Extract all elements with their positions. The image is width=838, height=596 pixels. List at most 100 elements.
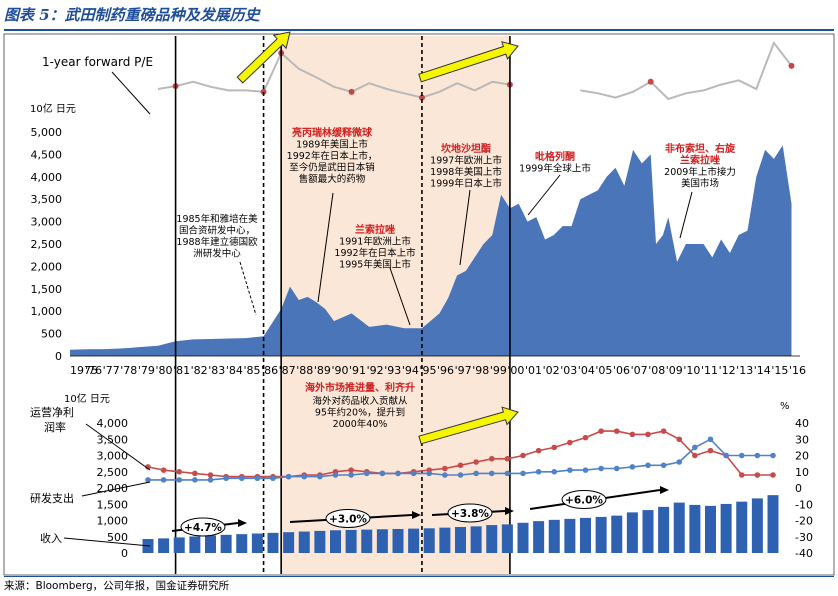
margin-point-21 [473,459,479,465]
note-title: 海外市场推进量、利齐升 [305,381,415,394]
annotation-pointer-2 [389,267,411,326]
margin-point-3 [192,470,198,477]
annotation-line-a2-1: 1992年在日本上市， [287,150,378,162]
rd-label: 研发支出 [30,491,74,505]
margin-point-4 [207,472,214,478]
area-ytick-3: 1,500 [31,283,63,296]
annotation-line-a2-3: 售额最大的药物 [299,173,366,185]
margin-point-40 [770,472,776,478]
rd-point-34 [676,459,683,465]
revenue-bar-1991 [392,528,404,553]
annotation-pointer-0 [239,261,257,316]
bottom-y2tick-2: -20 [795,515,813,528]
area-xtick-18: '93 [384,364,401,377]
growth-arrow-1 [236,31,291,84]
bottom-ytick-3: 1,500 [97,498,129,511]
margin-point-29 [598,428,604,434]
market-cap-area [70,145,792,356]
bottom-ytick-0: 0 [121,547,128,560]
annotation-line-a1-2: 1988年建立德国欧 [176,236,258,248]
bottom-ytick-8: 4,000 [97,417,129,430]
annotation-pointer-1 [317,192,334,303]
area-xtick-38: '13 [736,364,753,377]
cagr-arrowhead-1 [412,511,421,519]
area-xtick-40: '15 [771,364,788,377]
annotation-line-a5-0: 1999年全球上市 [519,163,591,175]
revenue-panel: 10亿 日元% 0 500 1,000 1,500 2,000 2,500 3,000 3,50… [30,381,813,560]
revenue-bar-2003 [580,517,591,553]
margin-point-33 [660,428,667,434]
margin-point-23 [504,455,511,462]
annotation-title-a3: 兰索拉唑 [355,223,395,236]
rd-point-11 [317,473,323,480]
margin-point-19 [442,465,448,472]
area-xtick-5: '80 [155,364,172,377]
area-xtick-20: '95 [419,364,436,377]
note-line-2: 2000年40% [333,418,388,430]
revenue-bar-1980 [220,534,232,553]
area-unit-label: 10亿 日元 [30,102,76,115]
revenue-label: 收入 [40,531,62,545]
bottom-ytick-2: 1,000 [97,515,129,528]
area-xtick-24: '99 [490,364,507,377]
revenue-bar-2011 [705,505,716,553]
bottom-ytick-4: 2,000 [97,482,129,495]
figure-header: 图表 5：武田制药重磅品种及发展历史 [4,3,834,31]
revenue-bar-1988 [345,529,357,553]
annotation-pointer-4 [527,174,561,216]
revenue-bar-1979 [205,535,216,553]
area-xtick-33: '08 [648,364,665,377]
area-xtick-39: '14 [754,364,771,377]
margin-point-1 [160,467,167,473]
rd-point-15 [379,470,386,477]
note-line-1: 95年约20%，提升到 [315,407,405,419]
rd-point-39 [754,452,761,459]
area-xtick-2: '77 [103,364,120,377]
area-ytick-7: 3,500 [31,193,63,206]
revenue-bar-1989 [361,529,373,553]
cagr-label-2: +3.8% [451,508,489,520]
area-xtick-19: '94 [402,364,419,377]
annotation-line-a4-0: 1997年欧洲上市 [430,155,502,167]
source-note: 来源：Bloomberg，公司年报，国金证券研究所 [4,576,834,595]
pe-marker-7 [788,62,795,69]
rd-pointer [81,481,151,497]
rd-point-13 [348,472,354,478]
annotation-line-a3-1: 1992年在日本上市 [334,247,416,259]
cagr-label-0: +4.7% [184,522,222,534]
area-xtick-6: '81 [173,364,190,377]
area-xtick-34: '09 [666,364,683,377]
annotation-line-a3-0: 1991年欧洲上市 [339,236,411,248]
annotation-title-a6: 非布索坦、右旋 [665,142,736,155]
pe-marker-4 [418,94,425,101]
revenue-bar-1990 [376,529,388,553]
rd-point-29 [598,465,604,472]
cagr-label-1: +3.0% [329,514,367,526]
margin-point-26 [551,444,558,451]
growth-arrow-3 [418,406,519,445]
rd-point-5 [223,475,229,482]
rd-point-30 [613,465,620,472]
cagr-arrowhead-2 [505,507,514,515]
margin-point-24 [520,452,526,459]
bottom-y2tick-6: 20 [795,450,809,463]
area-xtick-32: '07 [631,364,648,377]
margin-point-28 [582,434,589,441]
bottom-y2tick-8: 40 [795,417,809,430]
area-ytick-8: 4,000 [31,171,63,184]
margin-pointer [85,423,151,471]
bottom-unit-label: 10亿 日元 [64,392,110,405]
area-ytick-4: 2,000 [31,260,63,273]
bottom-y2tick-7: 30 [795,433,809,446]
cagr-arrowhead-3 [660,486,669,494]
cagr-bubble-3 [561,490,607,509]
figure-title: 图表 5：武田制药重磅品种及发展历史 [4,6,260,24]
revenue-bar-1992 [408,528,420,553]
annotation-title-a2: 亮丙瑞林缓释微球 [292,126,373,139]
area-xtick-28: '03 [560,364,577,377]
cagr-bubble-0 [180,517,226,537]
chart-border [3,33,835,576]
rd-point-10 [301,473,308,480]
bottom-ytick-5: 2,500 [97,466,129,479]
